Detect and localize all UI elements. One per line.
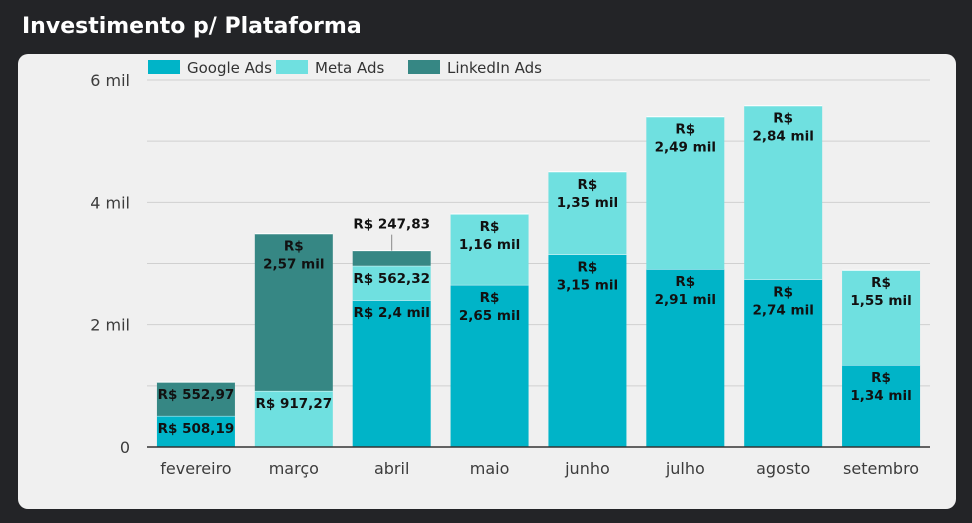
data-label: R$ 2,49 mil [655,122,716,156]
legend-label[interactable]: LinkedIn Ads [447,59,542,77]
bar-google-ads[interactable] [842,365,921,447]
x-tick-label: fevereiro [160,459,231,478]
bar-meta-ads[interactable] [842,270,921,366]
legend-swatch [408,60,440,74]
data-label: R$ 917,27 [256,396,333,412]
data-label: R$ 552,97 [158,387,235,403]
data-label: R$ 508,19 [158,421,235,437]
bar-google-ads[interactable] [646,269,725,447]
bar-google-ads[interactable] [548,254,627,447]
x-tick-label: agosto [756,459,810,478]
data-label: R$ 247,83 [353,217,430,233]
chart-title: Investimento p/ Plataforma [22,14,362,39]
y-tick-label: 2 mil [90,316,130,335]
bar-linkedin-ads[interactable] [156,382,235,416]
bar-meta-ads[interactable] [352,265,431,301]
x-tick-label: maio [470,459,510,478]
data-label: R$ 1,16 mil [459,219,520,253]
data-label: R$ 2,4 mil [353,305,429,321]
x-tick-label: março [269,459,319,478]
data-label: R$ 1,34 mil [850,370,911,404]
legend-label[interactable]: Google Ads [187,59,272,77]
legend-swatch [148,60,180,74]
bar-google-ads[interactable] [450,284,529,447]
legend-label[interactable]: Meta Ads [315,59,385,77]
legend-swatch [276,60,308,74]
data-labels: R$ 508,19 R$ 552,97 R$ 917,27 R$ 2,57 mil R$ … [158,111,912,437]
legend[interactable]: Google Ads Meta Ads LinkedIn Ads [148,59,542,77]
data-label: R$ 2,74 mil [753,284,814,318]
x-tick-label: setembro [843,459,919,478]
bar-meta-ads[interactable] [450,213,529,285]
bar-meta-ads[interactable] [548,171,627,255]
data-label: R$ 562,32 [353,271,430,287]
bar-linkedin-ads[interactable] [254,233,333,391]
data-label: R$ 2,65 mil [459,290,520,324]
bar-meta-ads[interactable] [254,390,333,447]
data-label: R$ 2,91 mil [655,274,716,308]
y-tick-label: 6 mil [90,71,130,90]
data-label: R$ 1,55 mil [850,275,911,309]
data-label: R$ 1,35 mil [557,177,618,211]
y-tick-label: 4 mil [90,193,130,212]
bar-meta-ads[interactable] [744,105,823,280]
data-label: R$ 3,15 mil [557,259,618,293]
x-tick-label: julho [665,459,705,478]
bar-google-ads[interactable] [744,279,823,447]
axes: 0 2 mil 4 mil 6 mil fevereiro março abril maio j… [90,71,930,478]
bar-meta-ads[interactable] [646,116,725,270]
bars [156,105,921,447]
bar-google-ads[interactable] [156,415,235,447]
y-tick-label: 0 [120,438,130,457]
data-label: R$ 2,57 mil [263,239,324,273]
bar-linkedin-ads[interactable] [352,250,431,266]
x-tick-label: abril [374,459,409,478]
bar-google-ads[interactable] [352,300,431,447]
x-tick-label: junho [564,459,610,478]
data-label: R$ 2,84 mil [753,111,814,145]
